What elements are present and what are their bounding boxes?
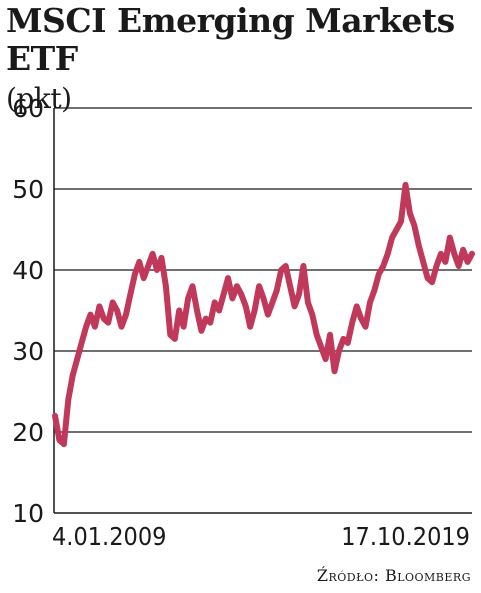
y-tick-label: 40: [12, 256, 44, 285]
x-label-start: 4.01.2009: [52, 522, 166, 551]
chart-title: MSCI Emerging Markets ETF (pkt): [6, 2, 476, 118]
source-note: Źródło: Bloomberg: [316, 566, 471, 585]
series-line: [52, 181, 475, 448]
y-tick-label: 50: [12, 175, 44, 204]
y-tick-label: 20: [12, 418, 44, 447]
chart-title-unit: (pkt): [6, 82, 72, 115]
y-tick-label: 10: [12, 499, 44, 528]
chart-title-main: MSCI Emerging Markets ETF: [6, 1, 455, 78]
x-label-end: 17.10.2019: [341, 522, 470, 551]
y-tick-label: 60: [12, 94, 44, 123]
y-tick-label: 30: [12, 337, 44, 366]
